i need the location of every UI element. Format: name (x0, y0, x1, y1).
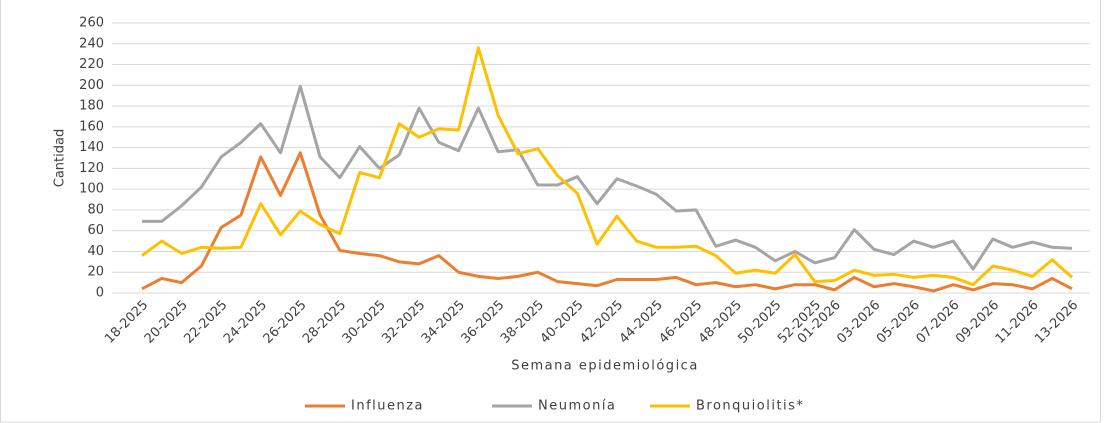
series-line (141, 151, 1073, 293)
y-tick-label: 120 (79, 161, 104, 176)
x-axis-title: Semana epidemiológica (511, 359, 699, 374)
y-tick-label: 160 (79, 119, 104, 134)
y-tick-label: 180 (79, 99, 104, 114)
legend-label: Influenza (351, 399, 424, 414)
y-axis-title: Cantidad (53, 129, 68, 187)
y-tick-label: 60 (87, 223, 104, 238)
y-tick-label: 0 (96, 286, 104, 301)
y-tick-label: 100 (79, 182, 104, 197)
y-tick-label: 20 (87, 265, 104, 280)
series-line (142, 84, 1073, 271)
y-tick-label: 80 (87, 202, 104, 217)
y-tick-label: 260 (79, 16, 104, 31)
y-tick-label: 40 (87, 244, 104, 259)
y-tick-label: 200 (79, 78, 104, 93)
series-line (141, 46, 1073, 287)
legend-label: Neumonía (538, 399, 616, 414)
y-tick-label: 140 (79, 140, 104, 155)
y-tick-label: 220 (79, 57, 104, 72)
legend-label: Bronquiolitis* (696, 399, 804, 414)
y-tick-label: 240 (79, 36, 104, 51)
